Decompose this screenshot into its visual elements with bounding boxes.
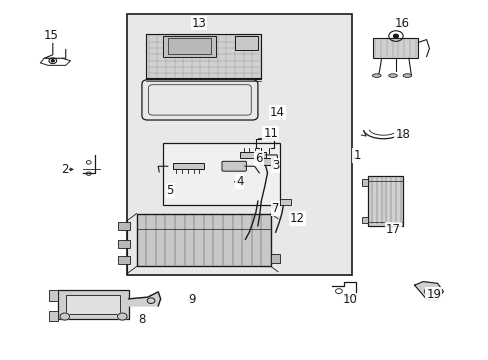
Bar [259,158,273,165]
Text: 6: 6 [255,152,262,165]
Text: 2: 2 [61,163,68,176]
Bar [280,199,290,205]
Text: 5: 5 [166,184,174,197]
Bar [163,143,280,205]
Ellipse shape [402,74,411,77]
Bar [367,176,402,226]
Polygon shape [146,33,261,80]
Bar [118,240,130,248]
Text: 11: 11 [263,127,278,140]
Bar [239,152,265,158]
Bar [118,222,130,230]
Bar [362,179,367,186]
FancyBboxPatch shape [222,161,246,171]
Bar [234,36,257,50]
Text: 3: 3 [271,159,279,172]
Text: 1: 1 [353,149,360,162]
Text: 17: 17 [385,223,400,236]
Bar [270,254,280,263]
Ellipse shape [388,74,397,77]
Text: 16: 16 [393,17,408,30]
Bar [172,163,203,170]
Polygon shape [414,282,443,301]
Text: 9: 9 [188,293,195,306]
Bar [66,295,120,314]
Text: 18: 18 [394,128,409,141]
Bar [362,217,367,224]
Bar [167,38,210,54]
Polygon shape [128,292,160,306]
Text: 15: 15 [44,29,59,42]
Bar [127,14,351,275]
Bar [58,290,128,319]
Circle shape [51,60,54,62]
Circle shape [117,313,127,320]
Bar [137,213,270,266]
Bar [118,256,130,264]
Circle shape [60,313,69,320]
Text: 13: 13 [191,17,206,30]
Bar [49,290,58,301]
Text: 10: 10 [342,293,357,306]
Bar [163,36,215,57]
Circle shape [393,34,398,38]
Text: 8: 8 [138,313,145,326]
Text: 12: 12 [289,212,304,225]
Ellipse shape [372,74,380,77]
Bar [372,38,418,58]
Text: 4: 4 [236,175,243,188]
Text: 14: 14 [269,106,284,119]
Bar [49,311,58,321]
Text: 19: 19 [426,288,440,301]
Text: 7: 7 [271,202,279,215]
